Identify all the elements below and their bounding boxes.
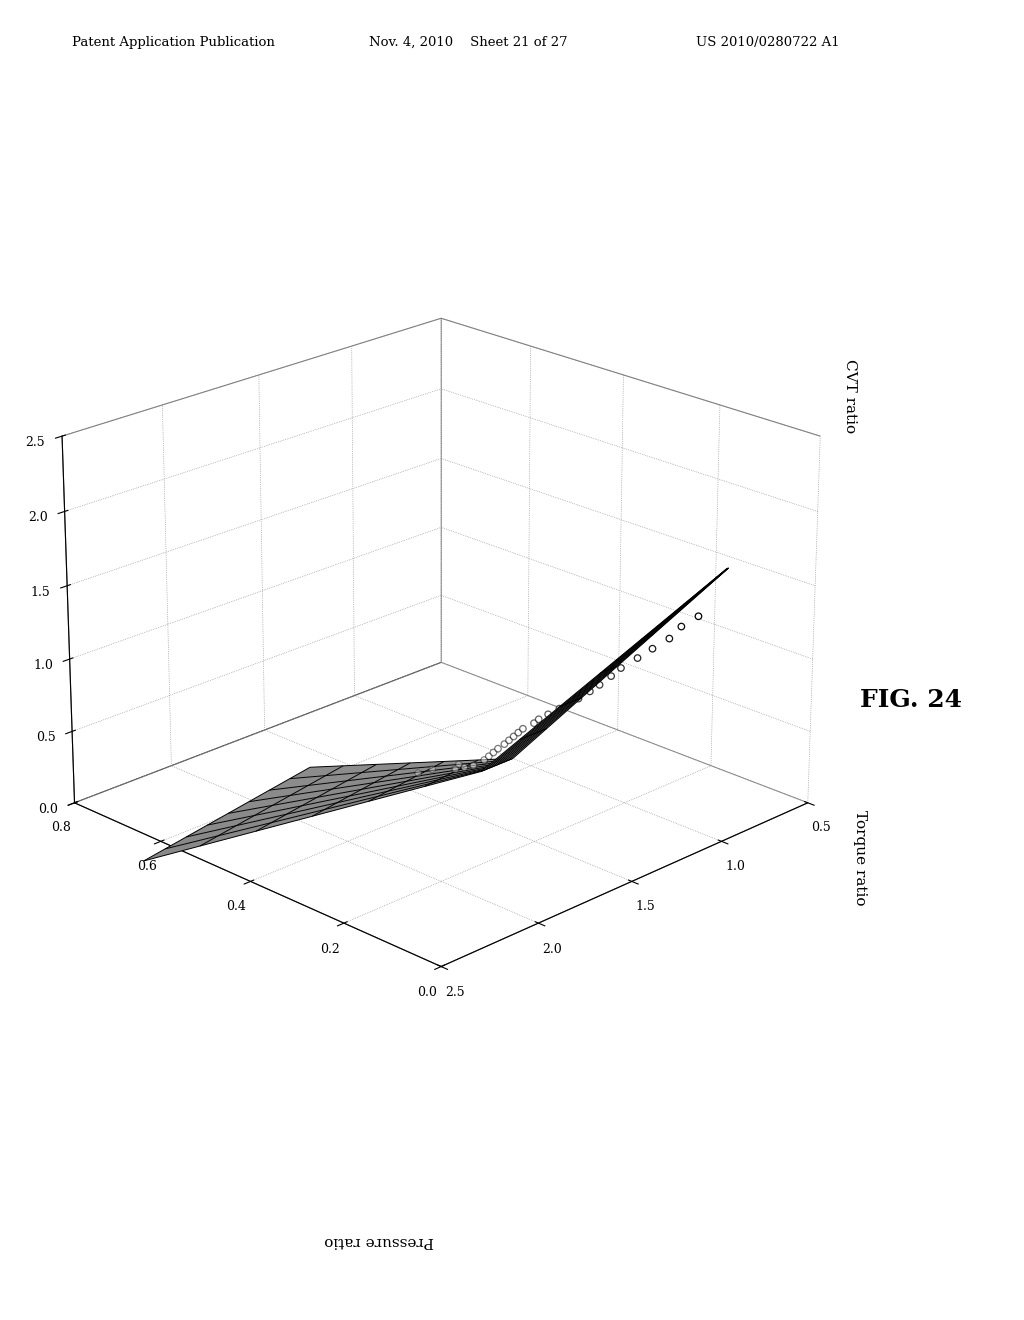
Text: CVT ratio: CVT ratio bbox=[843, 359, 857, 433]
Text: Torque ratio: Torque ratio bbox=[853, 810, 867, 906]
Text: US 2010/0280722 A1: US 2010/0280722 A1 bbox=[696, 36, 840, 49]
Text: FIG. 24: FIG. 24 bbox=[860, 688, 963, 711]
Text: Nov. 4, 2010    Sheet 21 of 27: Nov. 4, 2010 Sheet 21 of 27 bbox=[369, 36, 567, 49]
Text: Patent Application Publication: Patent Application Publication bbox=[72, 36, 274, 49]
Text: Pressure ratio: Pressure ratio bbox=[324, 1234, 434, 1247]
